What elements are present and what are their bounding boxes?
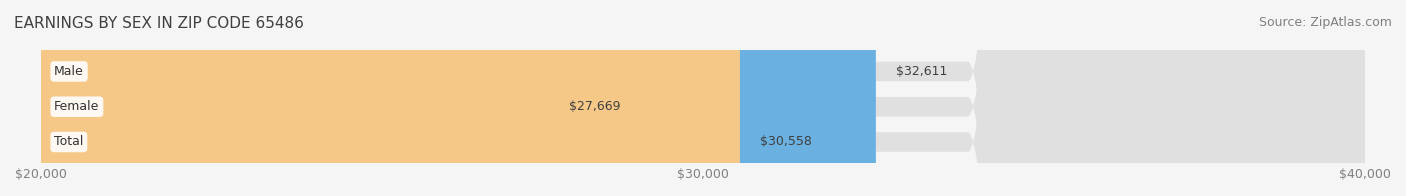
Text: $27,669: $27,669 bbox=[568, 100, 620, 113]
Text: Total: Total bbox=[55, 135, 83, 149]
FancyBboxPatch shape bbox=[41, 0, 876, 196]
FancyBboxPatch shape bbox=[41, 0, 1365, 196]
FancyBboxPatch shape bbox=[41, 0, 740, 196]
Text: $30,558: $30,558 bbox=[759, 135, 811, 149]
Text: Female: Female bbox=[55, 100, 100, 113]
FancyBboxPatch shape bbox=[41, 0, 548, 196]
Text: EARNINGS BY SEX IN ZIP CODE 65486: EARNINGS BY SEX IN ZIP CODE 65486 bbox=[14, 16, 304, 31]
Text: Source: ZipAtlas.com: Source: ZipAtlas.com bbox=[1258, 16, 1392, 29]
Text: $32,611: $32,611 bbox=[896, 65, 948, 78]
Text: Male: Male bbox=[55, 65, 84, 78]
FancyBboxPatch shape bbox=[41, 0, 1365, 196]
FancyBboxPatch shape bbox=[41, 0, 1365, 196]
